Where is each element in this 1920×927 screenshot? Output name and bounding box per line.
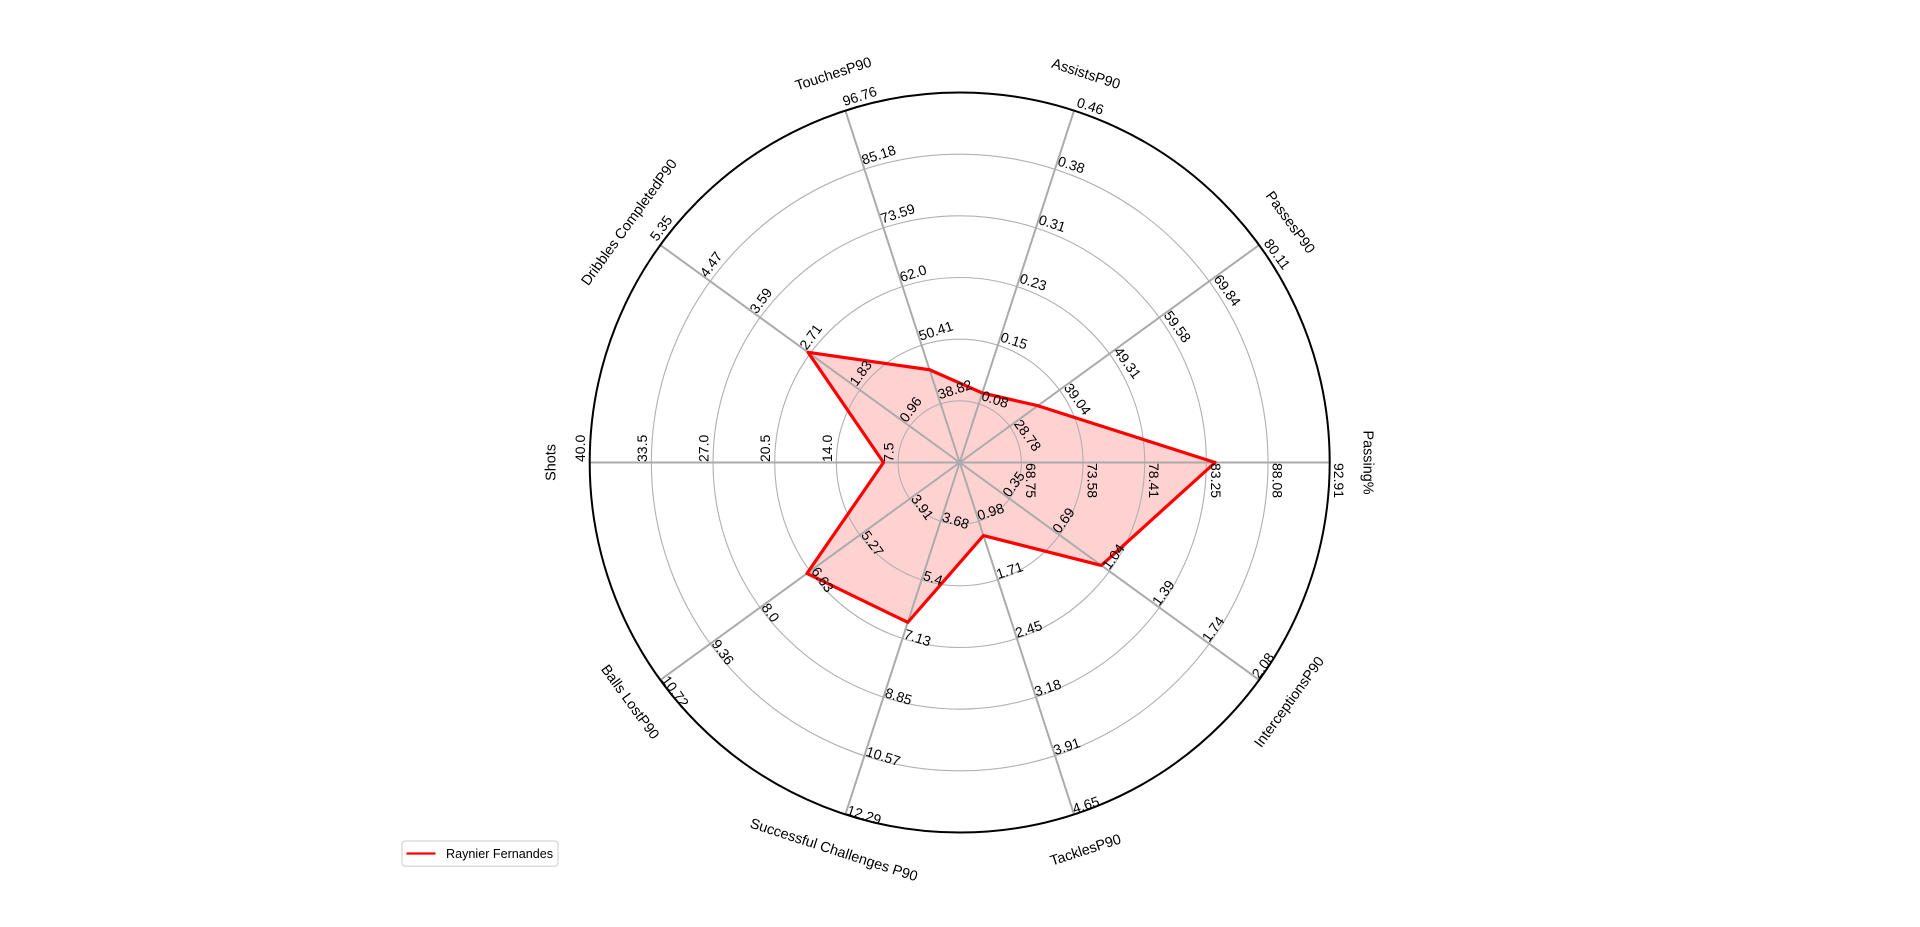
svg-text:92.91: 92.91 <box>1331 463 1347 498</box>
svg-text:14.0: 14.0 <box>819 435 835 462</box>
svg-text:73.58: 73.58 <box>1085 463 1101 498</box>
svg-text:88.08: 88.08 <box>1270 463 1286 498</box>
svg-text:40.0: 40.0 <box>572 435 588 462</box>
svg-text:27.0: 27.0 <box>696 435 712 462</box>
svg-text:78.41: 78.41 <box>1146 463 1162 498</box>
svg-text:7.5: 7.5 <box>881 442 897 462</box>
svg-text:Raynier Fernandes: Raynier Fernandes <box>446 847 553 861</box>
svg-text:5.4: 5.4 <box>921 567 945 588</box>
svg-text:Shots: Shots <box>544 444 560 481</box>
svg-text:20.5: 20.5 <box>757 435 773 462</box>
svg-text:83.25: 83.25 <box>1208 463 1224 498</box>
svg-text:Passing%: Passing% <box>1360 431 1376 495</box>
svg-text:68.75: 68.75 <box>1023 463 1039 498</box>
svg-text:33.5: 33.5 <box>634 435 650 462</box>
